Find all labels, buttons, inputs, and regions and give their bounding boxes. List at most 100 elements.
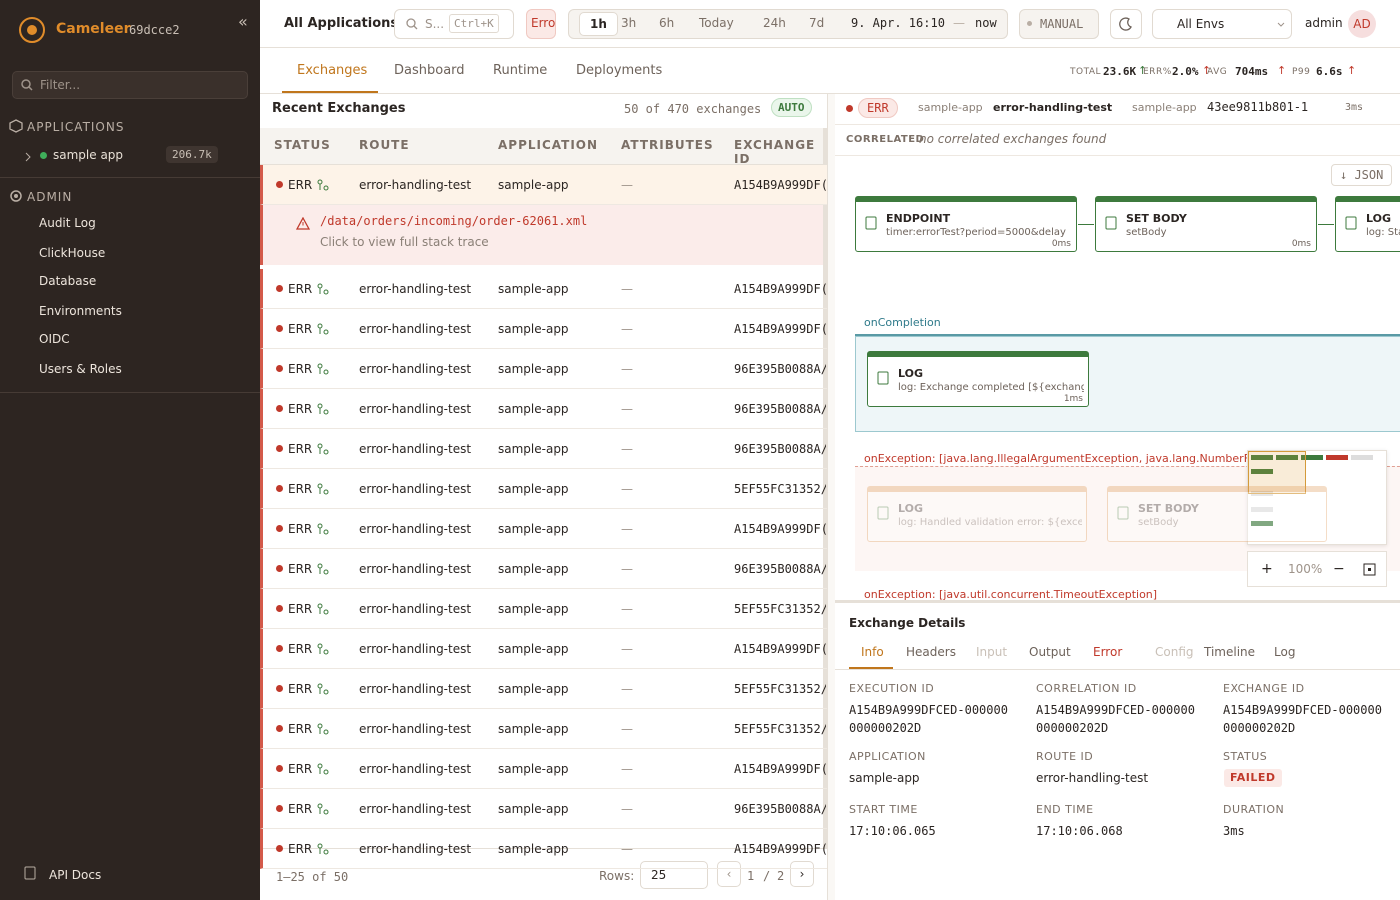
status-dot	[276, 405, 283, 412]
range-option[interactable]: 24h	[763, 16, 786, 30]
application: sample-app	[498, 802, 569, 816]
status-filter[interactable]: Erro	[526, 9, 556, 39]
status-dot	[276, 605, 283, 612]
nav-item[interactable]: OIDC	[39, 332, 70, 346]
processor-node[interactable]: LOG log: Sta	[1335, 196, 1400, 252]
range-end[interactable]: now	[975, 16, 997, 30]
nav-item[interactable]: Audit Log	[39, 216, 96, 230]
exchange-row[interactable]: ERR error-handling-test sample-app — 96E395B…	[260, 389, 827, 429]
stat-trend: ↑	[1202, 64, 1212, 77]
column-header[interactable]: EXCHANGE ID	[734, 138, 816, 166]
attributes: —	[621, 362, 633, 376]
detail-tab[interactable]: Error	[1093, 645, 1123, 659]
status-dot	[276, 325, 283, 332]
exchange-list: Recent Exchanges 50 of 470 exchanges AUT…	[260, 94, 828, 900]
exchange-row[interactable]: ERR error-handling-test sample-app — A154B9A…	[260, 749, 827, 789]
range-start[interactable]: 9. Apr. 16:10	[851, 16, 945, 30]
exchange-row[interactable]: ERR error-handling-test sample-app — 5EF55FC…	[260, 589, 827, 629]
status: ERR	[288, 362, 313, 376]
nav-tab[interactable]: Dashboard	[394, 63, 465, 78]
range-option[interactable]: 7d	[809, 16, 825, 30]
next-button[interactable]: ›	[790, 861, 814, 887]
exchange-row[interactable]: ERR error-handling-test sample-app — A154B9A…	[260, 309, 827, 349]
detail-tab[interactable]: Headers	[906, 645, 956, 659]
exchange-row[interactable]: ERR error-handling-test sample-app — A154B9A…	[260, 509, 827, 549]
zoom-out[interactable]: −	[1333, 561, 1345, 577]
app: sample-app	[918, 101, 983, 114]
tree-caret[interactable]	[24, 151, 32, 162]
node-subtitle: log: Handled validation error: ${excepti…	[898, 517, 1082, 528]
warning-icon	[296, 217, 310, 230]
rows-select[interactable]: 25	[640, 861, 708, 889]
trace-icon	[317, 563, 329, 575]
node-title: SET BODY	[1126, 212, 1187, 225]
exchange-row[interactable]: ERR error-handling-test sample-app — 96E395B…	[260, 429, 827, 469]
status: ERR	[288, 762, 313, 776]
error-banner[interactable]: /data/orders/incoming/order-62061.xml Cl…	[260, 205, 827, 265]
exchange-row[interactable]: ERR error-handling-test sample-app — 96E395B…	[260, 789, 827, 829]
processor-node[interactable]: LOG log: Exchange completed [${exchange 1m…	[867, 351, 1089, 407]
nav-item[interactable]: Database	[39, 274, 97, 288]
nav-tab[interactable]: Deployments	[576, 63, 663, 78]
detail-tab[interactable]: Info	[861, 645, 884, 659]
fit-icon[interactable]	[1363, 563, 1376, 576]
column-header[interactable]: APPLICATION	[498, 138, 599, 152]
nav-tab[interactable]: Runtime	[493, 63, 548, 78]
exchange-row[interactable]: ERR error-handling-test sample-app — A154B9A…	[260, 829, 827, 869]
api-docs-link[interactable]: API Docs	[49, 868, 102, 882]
version: 69dcce2	[129, 23, 180, 37]
trace-icon	[317, 523, 329, 535]
nav-tab[interactable]: Exchanges	[297, 63, 368, 78]
exchange-row[interactable]: ERR error-handling-test sample-app — 5EF55FC…	[260, 469, 827, 509]
exchange-row[interactable]: ERR error-handling-test sample-app — 96E395B…	[260, 549, 827, 589]
range-option[interactable]: Today	[699, 16, 734, 30]
json-button[interactable]: ↓ JSON	[1331, 164, 1393, 186]
duration: 3ms	[1345, 102, 1364, 113]
nav-item[interactable]: ClickHouse	[39, 246, 106, 260]
search-box[interactable]: S... Ctrl+K	[394, 9, 514, 39]
application: sample-app	[498, 602, 569, 616]
exchange-row[interactable]: ERR error-handling-test sample-app — 96E395B…	[260, 349, 827, 389]
field-value: 17:10:06.065	[849, 824, 936, 838]
exchange-row[interactable]: ERR error-handling-test sample-app — A154B9A…	[260, 269, 827, 309]
exchange-row[interactable]: ERR error-handling-test sample-app — A154B9A…	[260, 165, 827, 205]
column-header[interactable]: ROUTE	[359, 138, 410, 152]
nav-item[interactable]: Environments	[39, 304, 122, 318]
range-option[interactable]: 6h	[659, 16, 675, 30]
auto-badge[interactable]: AUTO	[771, 98, 812, 117]
stat-trend: ↑	[1347, 64, 1357, 77]
collapse-button[interactable]: «	[238, 12, 248, 31]
node-subtitle: log: Sta	[1366, 227, 1400, 238]
trace-icon	[317, 723, 329, 735]
processor-node[interactable]: SET BODY setBody 0ms	[1095, 196, 1317, 252]
mode-toggle[interactable]: MANUAL	[1019, 9, 1099, 39]
avatar[interactable]: AD	[1348, 10, 1376, 38]
filter-input[interactable]: Filter...	[12, 71, 248, 99]
processor-node[interactable]: ENDPOINT timer:errorTest?period=5000&dela…	[855, 196, 1077, 252]
zoom-in[interactable]: +	[1261, 561, 1273, 577]
env-select[interactable]: All Envs	[1152, 9, 1292, 39]
detail-tab[interactable]: Timeline	[1204, 645, 1256, 659]
nav-item[interactable]: Users & Roles	[39, 362, 122, 376]
processor-node[interactable]: LOG log: Handled validation error: ${exce…	[867, 486, 1087, 542]
prev-button[interactable]: ‹	[717, 861, 741, 887]
app-name[interactable]: sample app	[53, 148, 124, 162]
status: ERR	[288, 482, 313, 496]
exchange-row[interactable]: ERR error-handling-test sample-app — 5EF55FC…	[260, 709, 827, 749]
detail-tab[interactable]: Input	[976, 645, 1008, 659]
detail-tab[interactable]: Output	[1029, 645, 1071, 659]
details-panel: Exchange Details Info Headers Input Output E…	[835, 600, 1400, 900]
detail-tab[interactable]: Log	[1274, 645, 1296, 659]
caret	[1277, 22, 1285, 27]
theme-toggle[interactable]	[1110, 9, 1142, 39]
processor-node[interactable]: SET BODY setBody	[1107, 486, 1327, 542]
username: admin	[1305, 16, 1343, 30]
column-header[interactable]: STATUS	[274, 138, 331, 152]
range-option[interactable]: 1h	[579, 12, 618, 36]
range-option[interactable]: 3h	[621, 16, 637, 30]
detail-tab[interactable]: Config	[1155, 645, 1194, 659]
exchange-row[interactable]: ERR error-handling-test sample-app — A154B9A…	[260, 629, 827, 669]
exchange-row[interactable]: ERR error-handling-test sample-app — 5EF55FC…	[260, 669, 827, 709]
list-count: 50 of 470 exchanges	[624, 102, 762, 116]
column-header[interactable]: ATTRIBUTES	[621, 138, 714, 152]
